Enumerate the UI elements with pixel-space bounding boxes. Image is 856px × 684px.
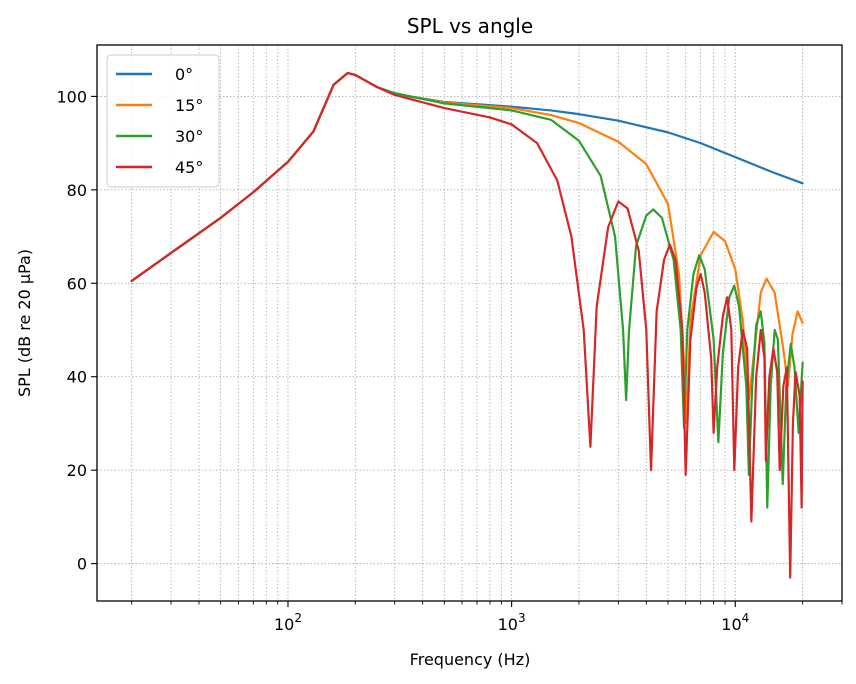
x-tick-label: 104 (721, 611, 749, 634)
chart-title: SPL vs angle (407, 14, 533, 38)
legend-label: 30° (175, 127, 203, 146)
y-tick-label: 60 (67, 274, 87, 293)
x-tick-label: 102 (274, 611, 302, 634)
y-tick-label: 20 (67, 461, 87, 480)
x-tick-label: 103 (498, 611, 526, 634)
legend-box (106, 54, 220, 188)
series-layer (130, 71, 804, 579)
series-line-3 (130, 71, 804, 579)
legend: 0° 15° 30° 45° (106, 54, 220, 188)
y-tick-label: 80 (67, 181, 87, 200)
legend-label: 15° (175, 96, 203, 115)
tick-layer: 0 20 40 60 80 100 102 103 104 (56, 87, 843, 634)
y-tick-label: 100 (56, 87, 87, 106)
x-axis-label: Frequency (Hz) (410, 650, 531, 669)
y-tick-label: 0 (77, 555, 87, 574)
legend-label: 45° (175, 158, 203, 177)
y-axis-label: SPL (dB re 20 µPa) (15, 249, 34, 397)
plot-frame (96, 44, 843, 602)
legend-label: 0° (175, 65, 193, 84)
y-tick-label: 40 (67, 368, 87, 387)
